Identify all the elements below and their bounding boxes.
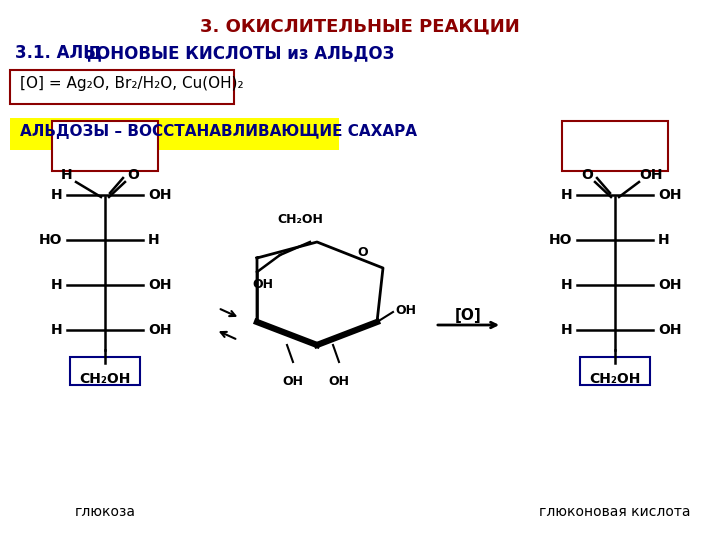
Text: [O] = Ag₂O, Br₂/H₂O, Cu(OH)₂: [O] = Ag₂O, Br₂/H₂O, Cu(OH)₂ xyxy=(20,76,243,91)
Text: OH: OH xyxy=(395,303,416,316)
Text: глюкоза: глюкоза xyxy=(74,505,135,519)
Text: OH: OH xyxy=(282,375,304,388)
Text: OH: OH xyxy=(148,323,171,337)
Text: CH₂OH: CH₂OH xyxy=(589,372,641,386)
FancyBboxPatch shape xyxy=(70,357,140,385)
Text: O: O xyxy=(358,246,369,259)
Text: H: H xyxy=(560,278,572,292)
Text: OH: OH xyxy=(148,188,171,202)
Text: [O]: [O] xyxy=(454,308,482,323)
FancyBboxPatch shape xyxy=(10,118,339,150)
Text: H: H xyxy=(560,188,572,202)
Text: OH: OH xyxy=(658,323,682,337)
Text: глюконовая кислота: глюконовая кислота xyxy=(539,505,690,519)
Text: H: H xyxy=(50,278,62,292)
Text: ОНОВЫЕ КИСЛОТЫ из АЛЬДОЗ: ОНОВЫЕ КИСЛОТЫ из АЛЬДОЗ xyxy=(96,44,395,62)
Text: H: H xyxy=(50,323,62,337)
Text: O: O xyxy=(127,168,139,182)
Text: OH: OH xyxy=(148,278,171,292)
Text: HO: HO xyxy=(549,233,572,247)
Text: H: H xyxy=(148,233,160,247)
Text: 3.1. АЛЬ: 3.1. АЛЬ xyxy=(15,44,96,62)
Text: HO: HO xyxy=(38,233,62,247)
FancyBboxPatch shape xyxy=(562,121,668,171)
FancyBboxPatch shape xyxy=(10,70,234,104)
Text: CH₂OH: CH₂OH xyxy=(277,213,323,226)
Text: АЛЬДОЗЫ – ВОССТАНАВЛИВАЮЩИЕ САХАРА: АЛЬДОЗЫ – ВОССТАНАВЛИВАЮЩИЕ САХАРА xyxy=(20,124,417,139)
FancyBboxPatch shape xyxy=(580,357,650,385)
Text: CH₂OH: CH₂OH xyxy=(79,372,131,386)
Text: H: H xyxy=(658,233,670,247)
Text: H: H xyxy=(61,168,73,182)
Text: OH: OH xyxy=(639,168,662,182)
Text: H: H xyxy=(50,188,62,202)
FancyBboxPatch shape xyxy=(52,121,158,171)
Text: OH: OH xyxy=(658,278,682,292)
Text: 3. ОКИСЛИТЕЛЬНЫЕ РЕАКЦИИ: 3. ОКИСЛИТЕЛЬНЫЕ РЕАКЦИИ xyxy=(200,18,520,36)
Text: Д: Д xyxy=(87,44,102,62)
Text: OH: OH xyxy=(252,279,273,292)
Text: OH: OH xyxy=(658,188,682,202)
Text: H: H xyxy=(560,323,572,337)
Text: O: O xyxy=(581,168,593,182)
Text: OH: OH xyxy=(328,375,349,388)
